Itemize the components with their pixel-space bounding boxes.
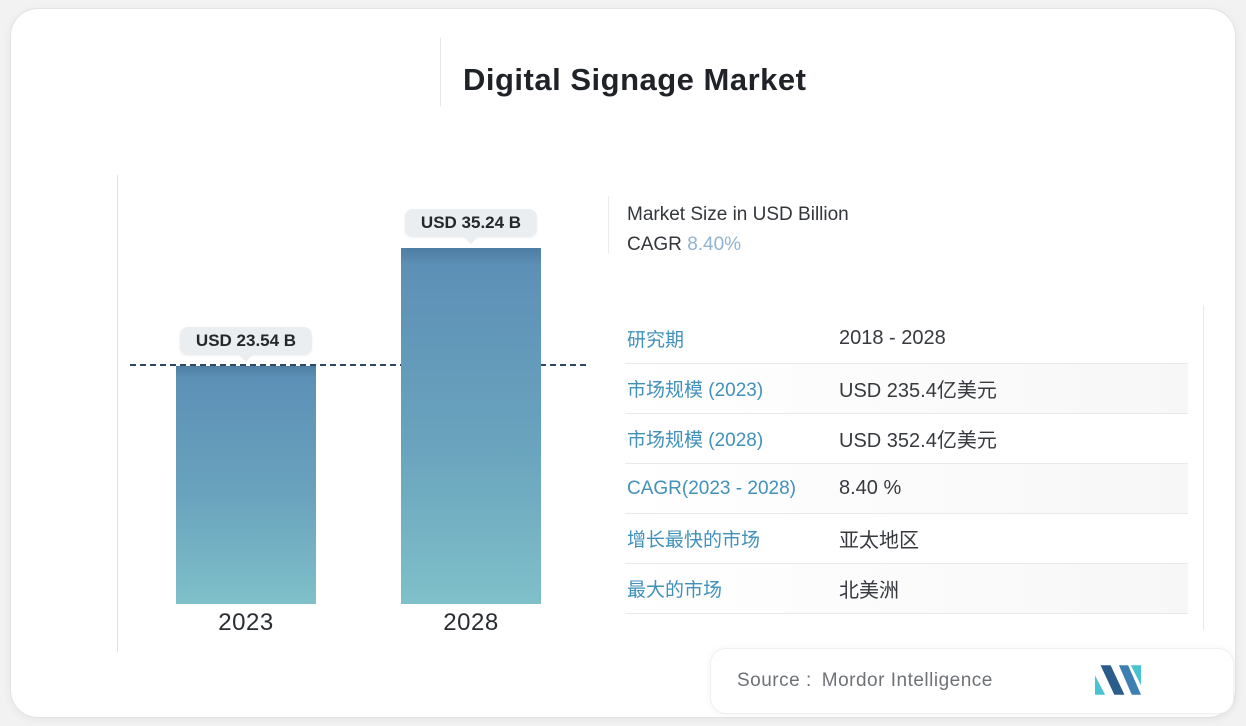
table-row: 市场规模 (2028) USD 352.4亿美元 (625, 414, 1188, 464)
table-row: CAGR(2023 - 2028) 8.40 % (625, 464, 1188, 514)
bar-group-2023: USD 23.54 B (176, 175, 316, 604)
panel-divider (608, 196, 609, 254)
source-label: Source : (737, 670, 812, 691)
table-right-divider (1203, 305, 1204, 630)
table-row: 增长最快的市场 亚太地区 (625, 514, 1188, 564)
bar-value-callout-2028: USD 35.24 B (404, 209, 538, 245)
panel-heading: Market Size in USD Billion CAGR 8.40% (627, 200, 849, 260)
cagr-line: CAGR 8.40% (627, 230, 849, 260)
row-value: 2018 - 2028 (839, 327, 946, 349)
row-value: 8.40 % (839, 477, 902, 499)
row-value: 北美洲 (839, 580, 899, 602)
bar-group-2028: USD 35.24 B (401, 175, 541, 604)
row-value: USD 352.4亿美元 (839, 430, 997, 452)
page-title: Digital Signage Market (463, 62, 807, 97)
bar-value-callout-2023: USD 23.54 B (179, 327, 313, 363)
row-value: 亚太地区 (839, 530, 919, 552)
table-row: 研究期 2018 - 2028 (625, 314, 1188, 364)
market-size-heading: Market Size in USD Billion (627, 204, 849, 225)
y-axis-line (117, 175, 118, 652)
market-info-table: 研究期 2018 - 2028 市场规模 (2023) USD 235.4亿美元… (625, 314, 1188, 614)
row-label: 最大的市场 (627, 580, 723, 601)
row-label: 市场规模 (2023) (627, 380, 764, 401)
cagr-label: CAGR (627, 234, 682, 255)
cagr-value: 8.40% (687, 234, 742, 255)
x-axis-label-2023: 2023 (218, 609, 274, 636)
row-label: 研究期 (627, 330, 685, 351)
table-row: 市场规模 (2023) USD 235.4亿美元 (625, 364, 1188, 414)
reference-dashed-line (130, 364, 586, 367)
mordor-intelligence-logo-icon (1095, 665, 1141, 695)
row-label: 增长最快的市场 (627, 530, 761, 551)
row-value: USD 235.4亿美元 (839, 380, 997, 402)
bar-chart: USD 23.54 B USD 35.24 B 2023 2028 (117, 175, 586, 652)
table-row: 最大的市场 北美洲 (625, 564, 1188, 614)
source-footer: Source : Mordor Intelligence (710, 648, 1234, 714)
source-text: Source : Mordor Intelligence (737, 670, 993, 692)
row-label: 市场规模 (2028) (627, 430, 764, 451)
title-divider (440, 38, 441, 106)
bar-2028 (401, 248, 541, 604)
row-label: CAGR(2023 - 2028) (627, 477, 796, 499)
source-name: Mordor Intelligence (821, 670, 993, 691)
x-axis-label-2028: 2028 (443, 609, 499, 636)
bar-2023 (176, 366, 316, 604)
